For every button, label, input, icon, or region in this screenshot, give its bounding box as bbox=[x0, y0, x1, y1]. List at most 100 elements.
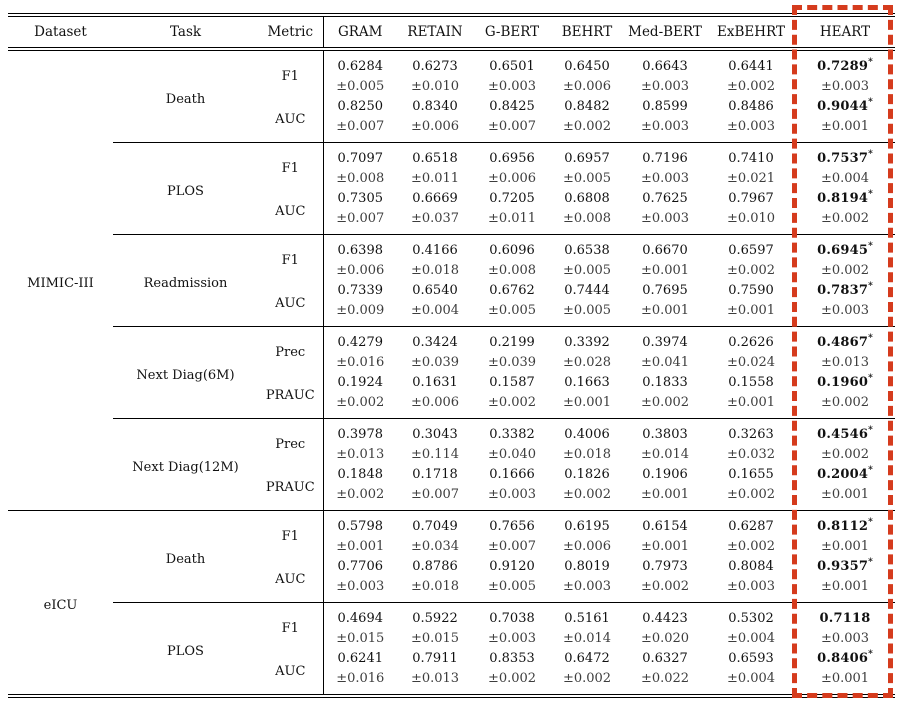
value-cell: 0.1924 bbox=[322, 372, 397, 392]
error-cell: ±0.013 bbox=[322, 444, 397, 464]
error-cell: ±0.001 bbox=[322, 536, 397, 556]
error-cell: ±0.001 bbox=[707, 300, 795, 327]
heart-error-cell: ±0.001 bbox=[795, 576, 895, 603]
value-cell: 0.1666 bbox=[489, 466, 535, 482]
value-cell: 0.7038 bbox=[489, 610, 535, 626]
value-cell: 0.3392 bbox=[564, 334, 610, 350]
table-row: PLOS F1 0.4694 0.5922 0.7038 0.5161 0.4423 0.53… bbox=[8, 602, 895, 698]
value-cell: 0.6287 bbox=[728, 518, 774, 534]
value-cell: 0.7196 bbox=[642, 150, 688, 166]
heart-error-cell: ±0.001 bbox=[795, 116, 895, 143]
table-row: ±0.003 ±0.018 ±0.005 ±0.003 ±0.002 ±0.003 ±0.0… bbox=[8, 576, 895, 603]
error-cell: ±0.002 bbox=[726, 538, 776, 554]
value-cell: 0.7625 bbox=[642, 190, 688, 206]
heart-error-cell: ±0.003 bbox=[820, 78, 870, 94]
error-cell: ±0.010 bbox=[410, 78, 460, 94]
table-row: ±0.002 ±0.006 ±0.002 ±0.001 ±0.002 ±0.001 ±0.0… bbox=[8, 392, 895, 419]
error-cell: ±0.008 bbox=[487, 262, 537, 278]
column-header-behrt: BEHRT bbox=[551, 13, 623, 51]
value-cell: 0.1663 bbox=[564, 374, 610, 390]
value-cell: 0.6154 bbox=[642, 518, 688, 534]
heart-value-cell: 0.8406* bbox=[817, 649, 873, 666]
metric-cell: F1 bbox=[281, 68, 299, 84]
table-row: AUC 0.7305 0.6669 0.7205 0.6808 0.7625 0.7967 0… bbox=[8, 188, 895, 235]
error-cell: ±0.011 bbox=[473, 208, 551, 235]
value-cell: 0.6450 bbox=[564, 58, 610, 74]
task-cell: Next Diag(12M) bbox=[113, 418, 258, 511]
value-cell: 0.1558 bbox=[728, 374, 774, 390]
column-header-heart: HEART bbox=[795, 13, 895, 51]
error-cell: ±0.001 bbox=[707, 392, 795, 419]
error-cell: ±0.001 bbox=[623, 300, 707, 327]
table-row: ±0.001 ±0.034 ±0.007 ±0.006 ±0.001 ±0.002 ±0.0… bbox=[8, 536, 895, 556]
error-cell: ±0.010 bbox=[707, 208, 795, 235]
value-cell: 0.3424 bbox=[412, 334, 458, 350]
value-cell: 0.1826 bbox=[564, 466, 610, 482]
value-cell: 0.6501 bbox=[489, 58, 535, 74]
significance-star: * bbox=[868, 465, 873, 476]
error-cell: ±0.002 bbox=[551, 116, 623, 143]
error-cell: ±0.015 bbox=[410, 630, 460, 646]
value-cell: 0.7706 bbox=[322, 556, 397, 576]
table-row: Next Diag(6M) Prec 0.4279 0.3424 0.2199 0.339… bbox=[8, 326, 895, 419]
error-cell: ±0.018 bbox=[410, 262, 460, 278]
heart-value-cell: 0.1960* bbox=[817, 373, 873, 390]
value-cell: 0.8084 bbox=[728, 558, 774, 574]
error-cell: ±0.003 bbox=[707, 576, 795, 603]
metric-cell: AUC bbox=[258, 96, 323, 143]
error-cell: ±0.006 bbox=[487, 170, 537, 186]
header-row: Dataset Task Metric GRAM RETAIN G-BERT BEHRT Me… bbox=[8, 13, 895, 51]
table-row: AUC 0.6241 0.7911 0.8353 0.6472 0.6327 0.6593 0… bbox=[8, 648, 895, 698]
heart-error-cell: ±0.001 bbox=[820, 538, 870, 554]
error-cell: ±0.039 bbox=[487, 354, 537, 370]
error-cell: ±0.003 bbox=[640, 170, 690, 186]
error-cell: ±0.003 bbox=[473, 484, 551, 511]
value-cell: 0.1631 bbox=[412, 374, 458, 390]
significance-star: * bbox=[868, 649, 873, 660]
value-cell: 0.6398 bbox=[322, 234, 397, 260]
heart-value-cell: 0.8194* bbox=[817, 189, 873, 206]
error-cell: ±0.016 bbox=[322, 352, 397, 372]
value-cell: 0.6441 bbox=[728, 58, 774, 74]
metric-cell: AUC bbox=[258, 280, 323, 327]
error-cell: ±0.039 bbox=[410, 354, 460, 370]
error-cell: ±0.007 bbox=[473, 116, 551, 143]
value-cell: 0.5798 bbox=[322, 510, 397, 536]
value-cell: 0.6670 bbox=[642, 242, 688, 258]
value-cell: 0.1906 bbox=[642, 466, 688, 482]
error-cell: ±0.014 bbox=[562, 630, 612, 646]
value-cell: 0.2626 bbox=[728, 334, 774, 350]
dataset-cell: MIMIC-III bbox=[8, 49, 113, 511]
error-cell: ±0.114 bbox=[410, 446, 460, 462]
error-cell: ±0.001 bbox=[623, 484, 707, 511]
value-cell: 0.7695 bbox=[642, 282, 688, 298]
dataset-cell: eICU bbox=[8, 510, 113, 698]
error-cell: ±0.005 bbox=[322, 76, 397, 96]
value-cell: 0.4423 bbox=[642, 610, 688, 626]
value-cell: 0.7410 bbox=[728, 150, 774, 166]
column-header-exbehrt: ExBEHRT bbox=[707, 13, 795, 51]
heart-error-cell: ±0.002 bbox=[795, 392, 895, 419]
heart-error-cell: ±0.003 bbox=[795, 300, 895, 327]
error-cell: ±0.015 bbox=[322, 628, 397, 648]
column-header-med-bert: Med-BERT bbox=[623, 13, 707, 51]
column-header-task: Task bbox=[113, 13, 258, 51]
significance-star: * bbox=[868, 517, 873, 528]
heart-value-cell: 0.4546* bbox=[817, 425, 873, 442]
significance-star: * bbox=[868, 281, 873, 292]
value-cell: 0.6956 bbox=[489, 150, 535, 166]
value-cell: 0.6808 bbox=[564, 190, 610, 206]
heart-error-cell: ±0.001 bbox=[795, 668, 895, 698]
error-cell: ±0.005 bbox=[473, 576, 551, 603]
value-cell: 0.6518 bbox=[412, 150, 458, 166]
error-cell: ±0.018 bbox=[562, 446, 612, 462]
heart-value-cell: 0.7537* bbox=[817, 149, 873, 166]
value-cell: 0.6096 bbox=[489, 242, 535, 258]
error-cell: ±0.001 bbox=[551, 392, 623, 419]
value-cell: 0.7967 bbox=[728, 190, 774, 206]
value-cell: 0.8482 bbox=[564, 98, 610, 114]
error-cell: ±0.005 bbox=[562, 262, 612, 278]
error-cell: ±0.016 bbox=[322, 668, 397, 698]
significance-star: * bbox=[868, 149, 873, 160]
value-cell: 0.6327 bbox=[642, 650, 688, 666]
